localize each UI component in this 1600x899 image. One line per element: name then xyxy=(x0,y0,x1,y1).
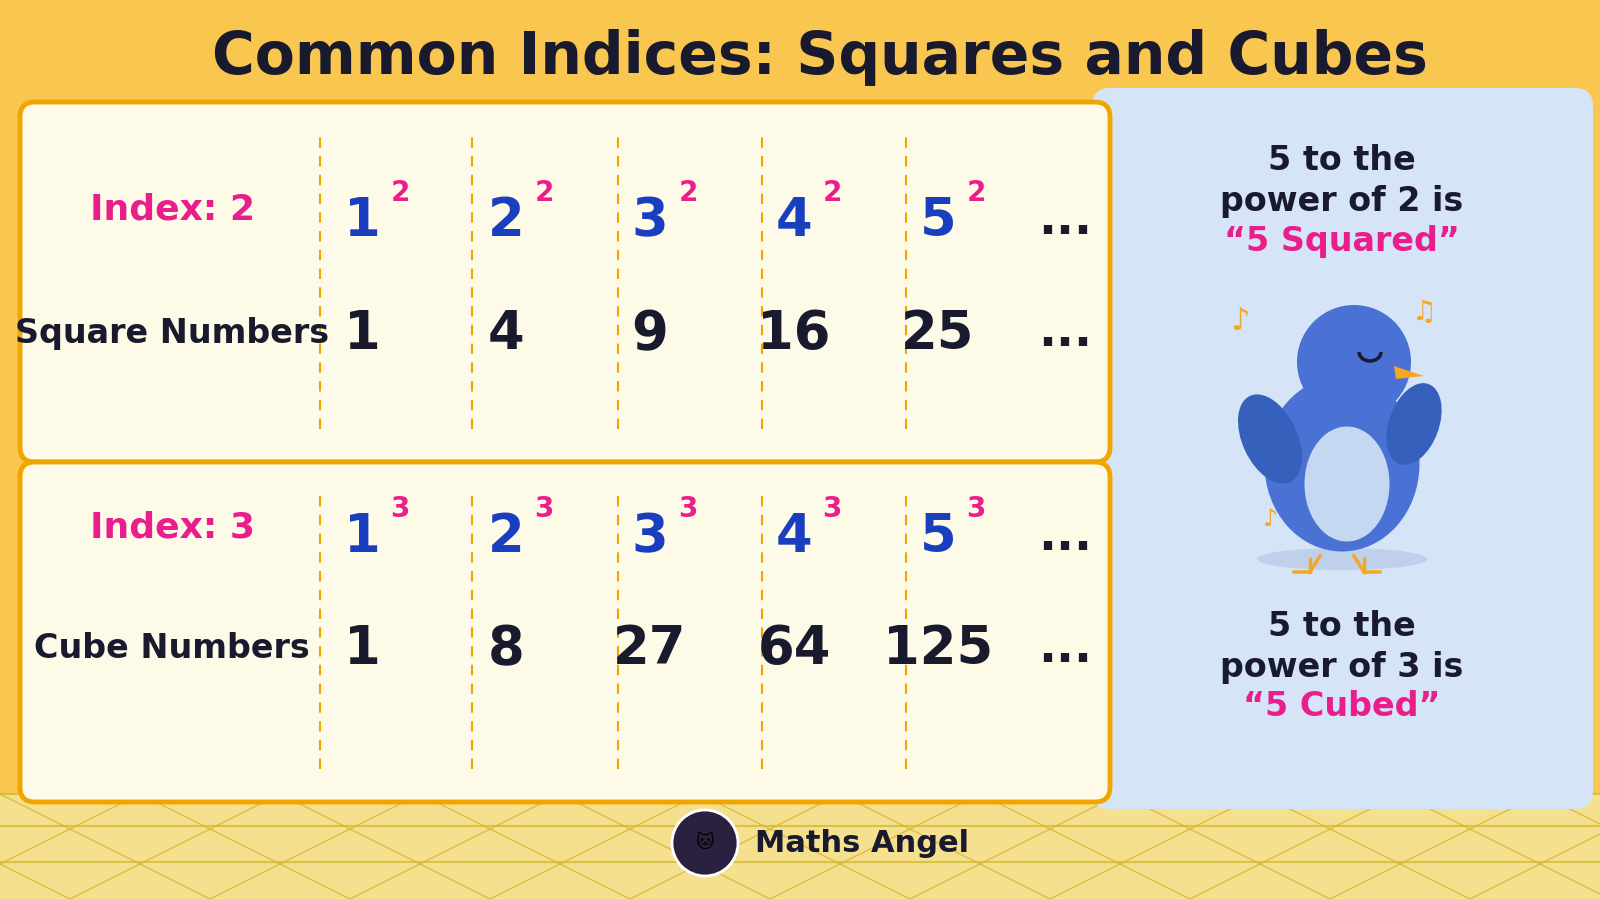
Text: 4: 4 xyxy=(488,308,525,360)
Text: 2: 2 xyxy=(678,179,698,207)
Ellipse shape xyxy=(1264,377,1419,551)
Text: 3: 3 xyxy=(534,495,554,523)
FancyBboxPatch shape xyxy=(19,462,1110,802)
Text: 25: 25 xyxy=(901,308,974,360)
Text: power of 3 is: power of 3 is xyxy=(1221,651,1464,683)
Text: 3: 3 xyxy=(678,495,698,523)
Text: 2: 2 xyxy=(488,511,525,563)
Text: ...: ... xyxy=(1038,199,1091,244)
Text: 4: 4 xyxy=(776,511,813,563)
Text: 5 to the: 5 to the xyxy=(1269,610,1416,644)
Text: Common Indices: Squares and Cubes: Common Indices: Squares and Cubes xyxy=(213,29,1427,85)
Text: 5: 5 xyxy=(920,511,957,563)
Text: Index: 3: Index: 3 xyxy=(90,510,254,544)
FancyBboxPatch shape xyxy=(19,102,1110,462)
Text: 3: 3 xyxy=(390,495,410,523)
Text: ...: ... xyxy=(1038,627,1091,672)
Text: 27: 27 xyxy=(613,623,686,675)
Text: ...: ... xyxy=(1038,311,1091,357)
Ellipse shape xyxy=(1238,395,1302,484)
Text: 3: 3 xyxy=(822,495,842,523)
Ellipse shape xyxy=(1304,426,1389,541)
Text: 5: 5 xyxy=(920,195,957,247)
Text: 5 to the: 5 to the xyxy=(1269,145,1416,177)
Text: 16: 16 xyxy=(757,308,830,360)
Text: “5 Cubed”: “5 Cubed” xyxy=(1243,690,1440,724)
Text: 125: 125 xyxy=(883,623,994,675)
Text: power of 2 is: power of 2 is xyxy=(1221,184,1464,218)
Text: 1: 1 xyxy=(344,195,381,247)
Polygon shape xyxy=(0,794,1600,899)
Text: 1: 1 xyxy=(344,623,381,675)
Text: Maths Angel: Maths Angel xyxy=(755,829,970,858)
Text: Square Numbers: Square Numbers xyxy=(14,317,330,351)
Text: 1: 1 xyxy=(344,308,381,360)
Text: 2: 2 xyxy=(488,195,525,247)
Text: 9: 9 xyxy=(632,308,669,360)
Text: 1: 1 xyxy=(344,511,381,563)
Text: 🐱: 🐱 xyxy=(696,834,714,852)
Text: Cube Numbers: Cube Numbers xyxy=(34,633,310,665)
Text: 3: 3 xyxy=(632,195,669,247)
Text: 2: 2 xyxy=(390,179,410,207)
Text: 3: 3 xyxy=(632,511,669,563)
FancyBboxPatch shape xyxy=(1091,88,1594,809)
Text: Index: 2: Index: 2 xyxy=(90,192,254,226)
Text: ♪: ♪ xyxy=(1230,307,1250,336)
Text: ♫: ♫ xyxy=(1411,298,1437,326)
Circle shape xyxy=(672,810,738,876)
Text: “5 Squared”: “5 Squared” xyxy=(1224,225,1459,257)
Ellipse shape xyxy=(1386,383,1442,465)
Circle shape xyxy=(1298,305,1411,419)
Polygon shape xyxy=(1394,366,1424,379)
Text: 2: 2 xyxy=(534,179,554,207)
Ellipse shape xyxy=(1258,548,1427,570)
Text: 2: 2 xyxy=(966,179,986,207)
Text: 2: 2 xyxy=(822,179,842,207)
Text: ♪: ♪ xyxy=(1262,507,1277,531)
Text: 8: 8 xyxy=(488,623,525,675)
Text: 4: 4 xyxy=(776,195,813,247)
Text: 3: 3 xyxy=(966,495,986,523)
Text: 64: 64 xyxy=(757,623,830,675)
Text: ...: ... xyxy=(1038,514,1091,559)
